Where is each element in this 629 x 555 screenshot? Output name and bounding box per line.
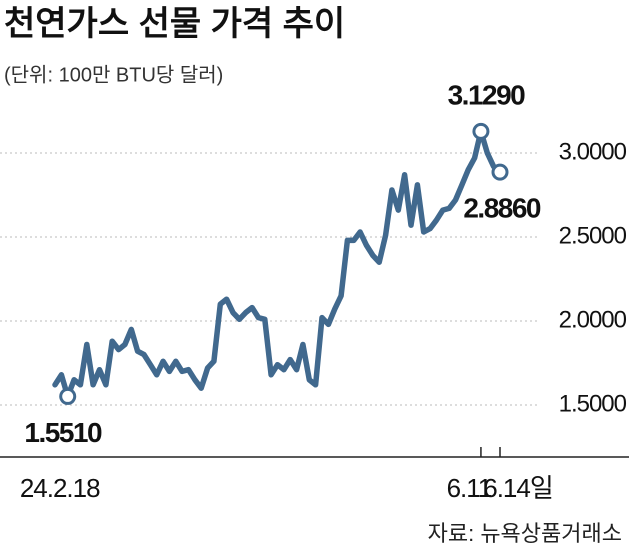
y-tick-label: 1.5000: [559, 390, 627, 417]
value-label: 3.1290: [448, 80, 526, 111]
chart-subtitle: (단위: 100만 BTU당 달러): [4, 63, 223, 86]
value-label: 1.5510: [24, 417, 102, 448]
x-tick-label: 6.14일: [483, 473, 553, 503]
x-tick-label: 24.2.18: [20, 473, 100, 503]
x-tick-label: 6.11: [447, 473, 492, 503]
chart-title: 천연가스 선물 가격 추이: [4, 5, 345, 43]
point: [491, 163, 509, 181]
point: [59, 387, 77, 405]
y-tick-label: 3.0000: [559, 138, 627, 165]
value-label: 2.8860: [463, 193, 541, 224]
line: [52, 128, 503, 400]
y-tick-label: 2.0000: [559, 306, 627, 333]
y-tick-label: 2.5000: [559, 222, 627, 249]
point: [472, 122, 490, 140]
source: 자료: 뉴욕상품거래소: [428, 521, 622, 546]
